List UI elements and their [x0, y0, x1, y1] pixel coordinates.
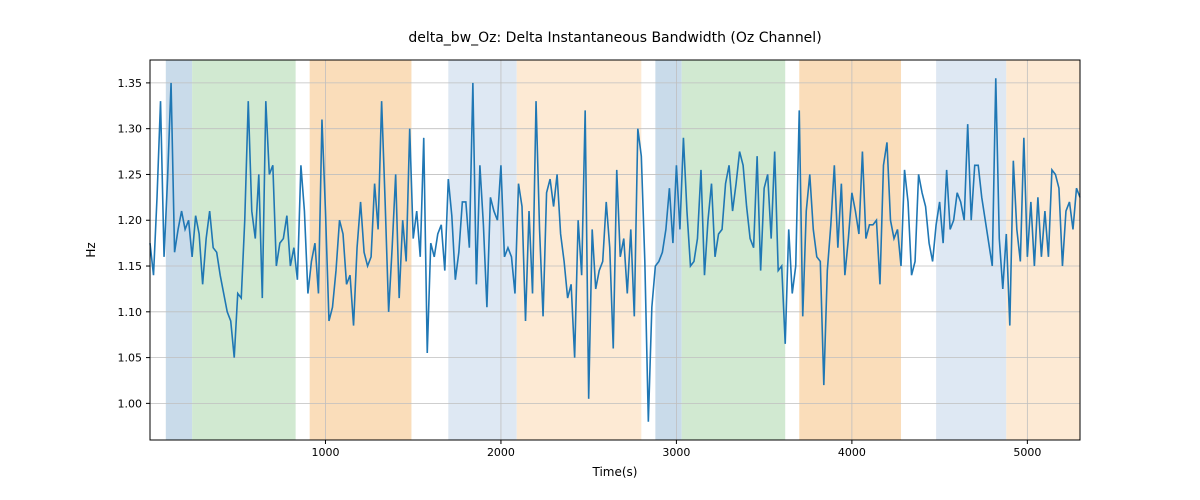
x-tick-label: 1000 — [311, 446, 339, 459]
x-tick-label: 5000 — [1013, 446, 1041, 459]
y-tick-label: 1.05 — [118, 352, 143, 365]
x-tick-label: 4000 — [838, 446, 866, 459]
y-tick-label: 1.15 — [118, 260, 143, 273]
chart-svg: 1000 2000 3000 4000 5000 1.00 1.05 1.10 1.15 1.20… — [0, 0, 1200, 500]
y-tick-label: 1.25 — [118, 168, 143, 181]
region-9 — [1006, 60, 1080, 440]
region-6 — [682, 60, 786, 440]
x-ticks: 1000 2000 3000 4000 5000 — [311, 440, 1041, 459]
y-tick-label: 1.30 — [118, 123, 143, 136]
chart-container: 1000 2000 3000 4000 5000 1.00 1.05 1.10 1.15 1.20… — [0, 0, 1200, 500]
y-tick-label: 1.10 — [118, 306, 143, 319]
region-7 — [799, 60, 901, 440]
y-tick-label: 1.35 — [118, 77, 143, 90]
y-axis-label: Hz — [84, 242, 98, 257]
y-ticks: 1.00 1.05 1.10 1.15 1.20 1.25 1.30 1.35 — [118, 77, 151, 410]
y-tick-label: 1.20 — [118, 214, 143, 227]
x-tick-label: 3000 — [662, 446, 690, 459]
region-5 — [655, 60, 681, 440]
region-2 — [310, 60, 412, 440]
chart-title: delta_bw_Oz: Delta Instantaneous Bandwid… — [408, 30, 821, 46]
x-tick-label: 2000 — [487, 446, 515, 459]
y-tick-label: 1.00 — [118, 397, 143, 410]
x-axis-label: Time(s) — [592, 465, 638, 479]
